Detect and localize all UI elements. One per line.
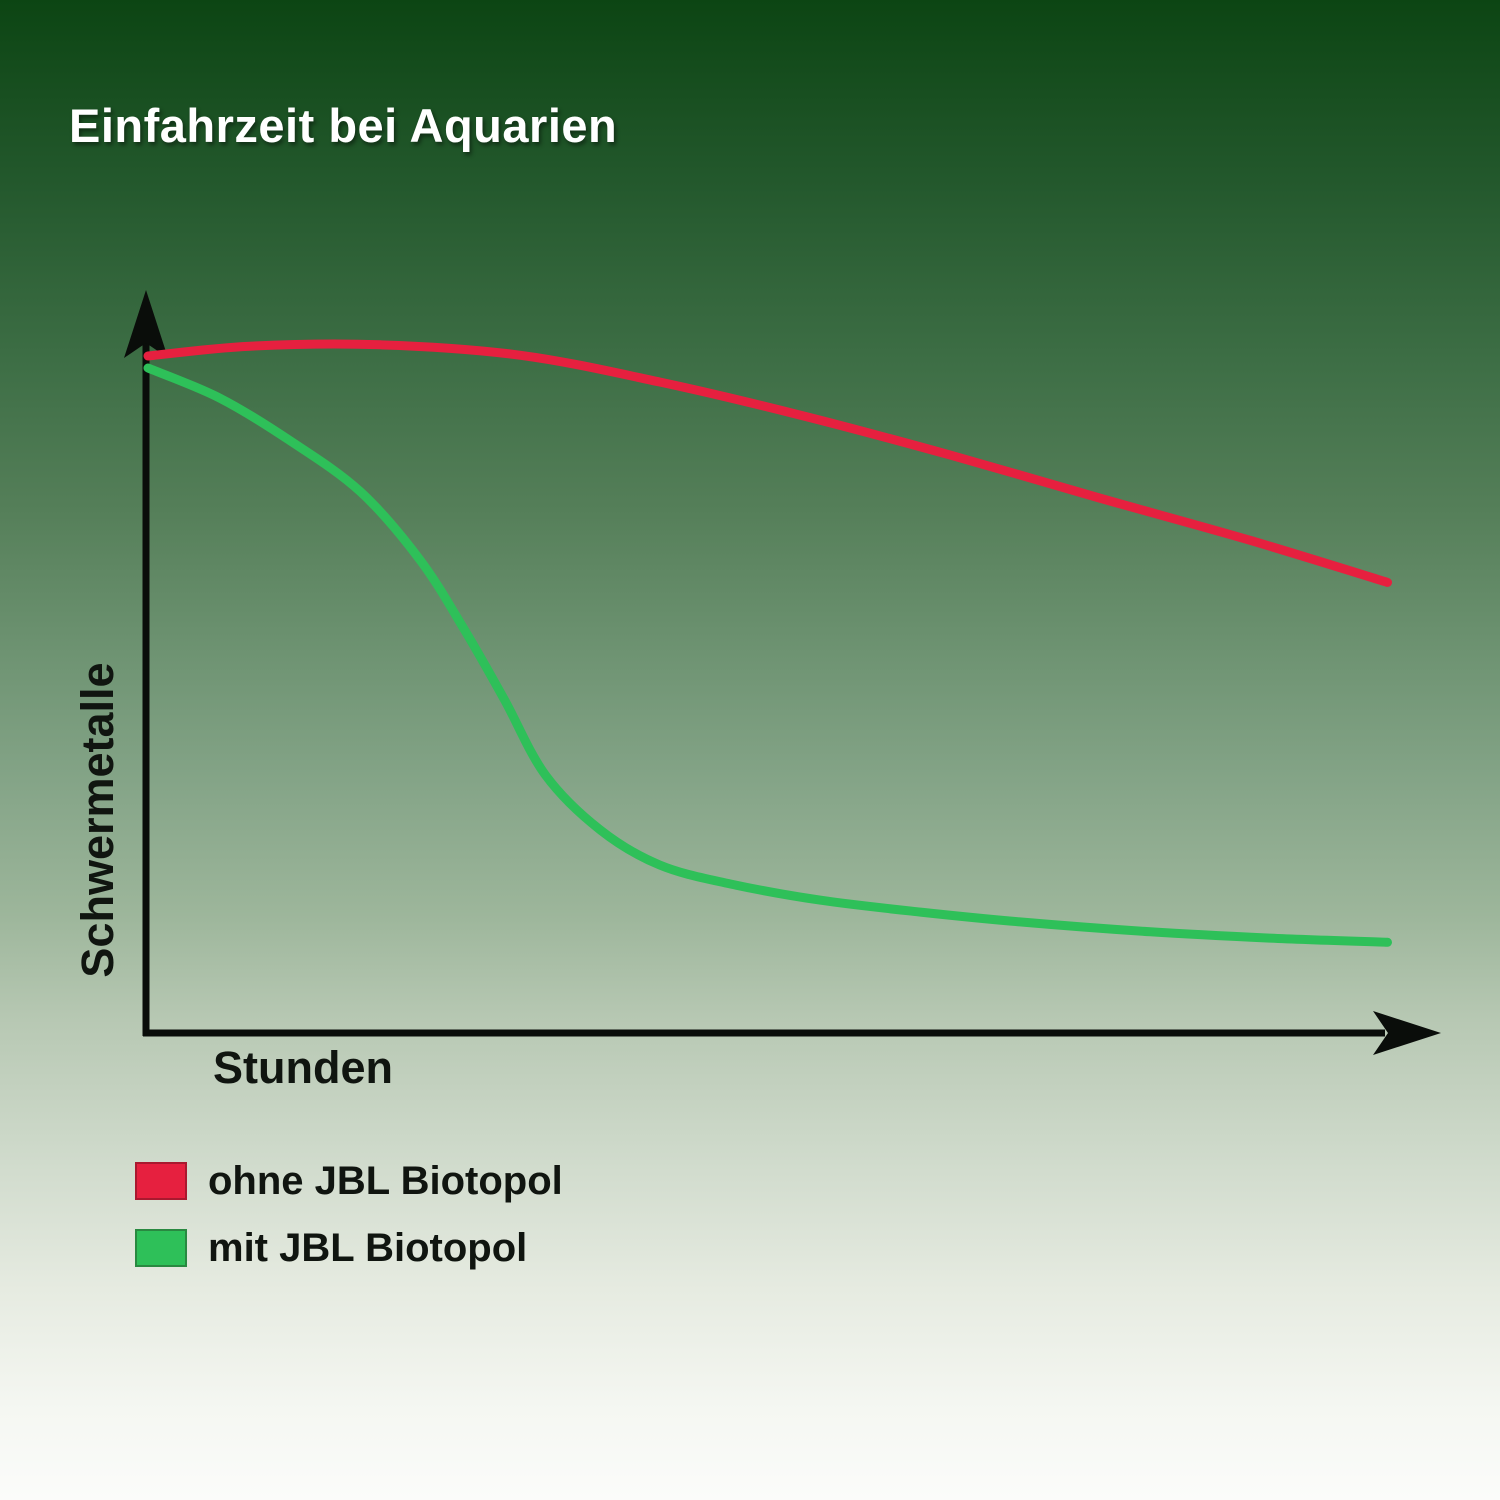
- legend-label-ohne-jbl-biotopol: ohne JBL Biotopol: [208, 1159, 563, 1203]
- legend-item-ohne-jbl-biotopol: ohne JBL Biotopol: [135, 1161, 563, 1201]
- series-line-ohne-jbl-biotopol: [143, 339, 1392, 587]
- legend-swatch-green: [135, 1229, 187, 1267]
- x-axis-label: Stunden: [213, 1042, 393, 1093]
- chart-title: Einfahrzeit bei Aquarien: [69, 99, 618, 152]
- legend-swatch-red: [135, 1162, 187, 1200]
- series-line-mit-jbl-biotopol: [143, 363, 1392, 947]
- legend-label-mit-jbl-biotopol: mit JBL Biotopol: [208, 1226, 528, 1270]
- legend: ohne JBL Biotopol mit JBL Biotopol: [135, 1161, 563, 1268]
- series-layer: [143, 339, 1392, 947]
- legend-item-mit-jbl-biotopol: mit JBL Biotopol: [135, 1228, 563, 1268]
- y-axis-arrow-icon: [124, 290, 168, 358]
- x-axis-arrow-icon: [1373, 1011, 1441, 1055]
